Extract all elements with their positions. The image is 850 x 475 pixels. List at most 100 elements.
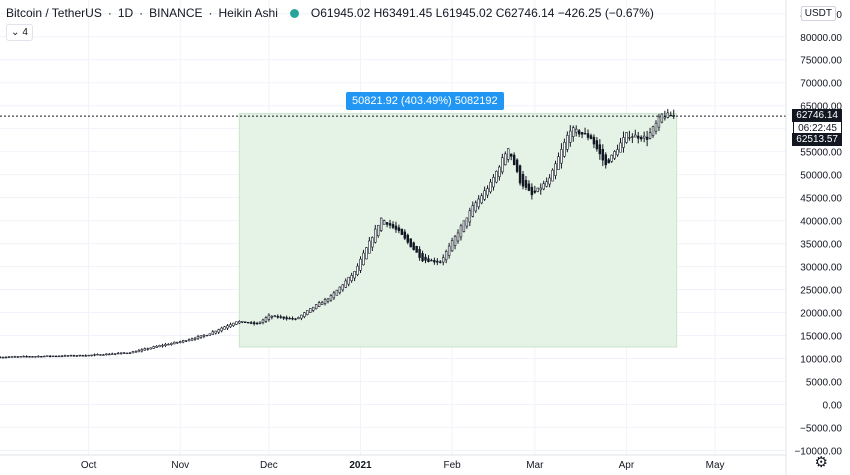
- candle-body: [353, 271, 356, 279]
- price-tick-label: 10000.00: [800, 354, 842, 365]
- candle-body: [471, 205, 474, 217]
- ohlc-values: O61945.02 H63491.45 L61945.02 C62746.14 …: [310, 6, 654, 20]
- candle-body: [223, 326, 226, 330]
- separator: ·: [208, 6, 213, 20]
- candle-body: [368, 240, 371, 254]
- candle-body: [666, 112, 670, 118]
- candle-body: [377, 224, 380, 236]
- candle-body: [155, 345, 158, 348]
- candle-body: [116, 352, 120, 355]
- candle-body: [607, 159, 610, 164]
- candle-body: [530, 186, 534, 196]
- candle-body: [273, 315, 277, 318]
- candle-body: [232, 322, 235, 326]
- candle-body: [592, 136, 596, 145]
- price-tick-label: 70000.00: [800, 79, 842, 90]
- candle-body: [442, 257, 445, 263]
- candle-body: [518, 165, 522, 184]
- candle-body: [610, 154, 613, 162]
- candle-body: [202, 334, 206, 337]
- candle-body: [205, 334, 209, 337]
- candle-body: [309, 308, 312, 313]
- candle-body: [143, 348, 147, 351]
- candle-body: [444, 251, 448, 261]
- candle-body: [483, 190, 486, 200]
- candle-body: [447, 245, 451, 256]
- candle-body: [495, 170, 498, 183]
- candle-body: [569, 130, 572, 143]
- candle-body: [72, 355, 76, 357]
- candle-body: [406, 234, 409, 243]
- candle-body: [170, 342, 173, 345]
- candle-body: [350, 275, 353, 281]
- price-tick-label: 30000.00: [800, 263, 842, 274]
- price-tick-label: 5000.00: [806, 377, 843, 388]
- candle-body: [99, 354, 102, 356]
- candle-body: [37, 355, 40, 358]
- symbol-name[interactable]: Bitcoin / TetherUS: [6, 6, 102, 20]
- candle-body: [46, 355, 49, 357]
- candle-body: [453, 235, 457, 246]
- time-tick-label: Mar: [526, 460, 544, 471]
- price-tick-label: −5000.00: [800, 423, 842, 434]
- candle-body: [93, 354, 96, 356]
- time-tick-label: Feb: [443, 460, 461, 471]
- candle-body: [303, 312, 306, 317]
- candle-body: [81, 355, 84, 357]
- candle-body: [654, 122, 658, 132]
- candle-body: [19, 356, 22, 358]
- candle-body: [397, 227, 401, 231]
- candle-body: [601, 149, 605, 161]
- candle-body: [415, 245, 418, 253]
- candle-body: [657, 116, 661, 128]
- candle-body: [639, 136, 643, 140]
- candle-body: [598, 144, 602, 155]
- candle-body: [238, 321, 241, 324]
- candle-body: [167, 343, 170, 346]
- candle-body: [563, 141, 566, 157]
- candle-body: [184, 340, 188, 342]
- candle-body: [49, 355, 52, 358]
- candle-body: [394, 225, 398, 230]
- candle-body: [382, 220, 386, 225]
- currency-badge[interactable]: USDT: [800, 6, 836, 21]
- candle-body: [335, 289, 339, 296]
- candle-body: [63, 355, 67, 357]
- candle-body: [84, 355, 87, 357]
- candle-body: [51, 355, 55, 358]
- candle-body: [536, 187, 540, 192]
- chart-style-label[interactable]: Heikin Ashi: [218, 6, 278, 20]
- candle-body: [456, 232, 460, 242]
- candle-body: [288, 317, 291, 320]
- candle-body: [140, 349, 144, 352]
- candle-body: [645, 136, 649, 140]
- candle-body: [338, 286, 342, 294]
- candle-body: [317, 302, 321, 307]
- candle-body: [261, 319, 265, 324]
- candle-body: [282, 316, 285, 319]
- candle-body: [374, 228, 377, 243]
- candle-body: [179, 341, 182, 343]
- candle-body: [548, 177, 551, 185]
- price-tick-label: 40000.00: [800, 217, 842, 228]
- candle-body: [193, 337, 197, 340]
- candle-body: [196, 336, 200, 340]
- candle-body: [613, 151, 616, 159]
- interval-label[interactable]: 1D: [117, 6, 134, 20]
- candle-body: [572, 127, 575, 137]
- candle-body: [391, 224, 395, 228]
- candle-body: [663, 116, 667, 119]
- candle-body: [258, 321, 262, 324]
- gear-icon[interactable]: ⚙: [814, 454, 828, 471]
- candle-body: [297, 317, 300, 320]
- candle-body: [554, 163, 557, 176]
- candle-body: [409, 238, 412, 248]
- candle-body: [306, 310, 309, 315]
- candle-body: [356, 265, 359, 275]
- candle-body: [187, 339, 191, 342]
- candle-body: [362, 252, 365, 266]
- time-axis: Oct Nov Dec 2021 Feb Mar Apr May: [0, 454, 786, 471]
- candle-body: [294, 318, 297, 320]
- collapse-indicators-button[interactable]: ⌄ 4: [6, 24, 33, 41]
